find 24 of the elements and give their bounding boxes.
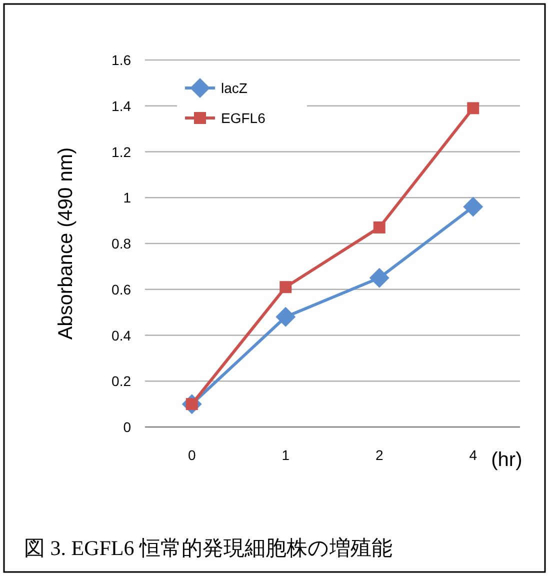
- x-tick-label: 1: [282, 447, 290, 463]
- point: [280, 281, 292, 294]
- y-tick-label: 1: [123, 190, 132, 206]
- y-tick-label: 0.2: [112, 373, 132, 390]
- point: [373, 221, 386, 234]
- x-tick-label: 4: [469, 447, 478, 463]
- point: [463, 196, 484, 217]
- y-axis-title: Absorbance (490 nm): [55, 147, 77, 340]
- point: [467, 102, 480, 114]
- y-tick-label: 1.4: [112, 98, 132, 114]
- x-axis-title: (hr): [491, 449, 522, 471]
- y-tick-label: 1.2: [112, 144, 132, 160]
- y-tick-label: 0.8: [112, 236, 132, 252]
- y-tick-label: 1.6: [112, 52, 132, 68]
- x-tick-label: 2: [375, 447, 384, 463]
- legend-label: lacZ: [221, 80, 248, 96]
- y-tick-label: 0.4: [112, 327, 132, 344]
- x-tick-label: 0: [188, 447, 196, 463]
- y-tick-label: 0.6: [112, 281, 132, 298]
- caption: 図 3. EGFL6 恒常的発現細胞株の増殖能: [24, 536, 392, 560]
- legend-label: EGFL6: [221, 110, 266, 126]
- y-tick-label: 0: [123, 419, 132, 435]
- point: [369, 268, 390, 288]
- point: [276, 306, 296, 327]
